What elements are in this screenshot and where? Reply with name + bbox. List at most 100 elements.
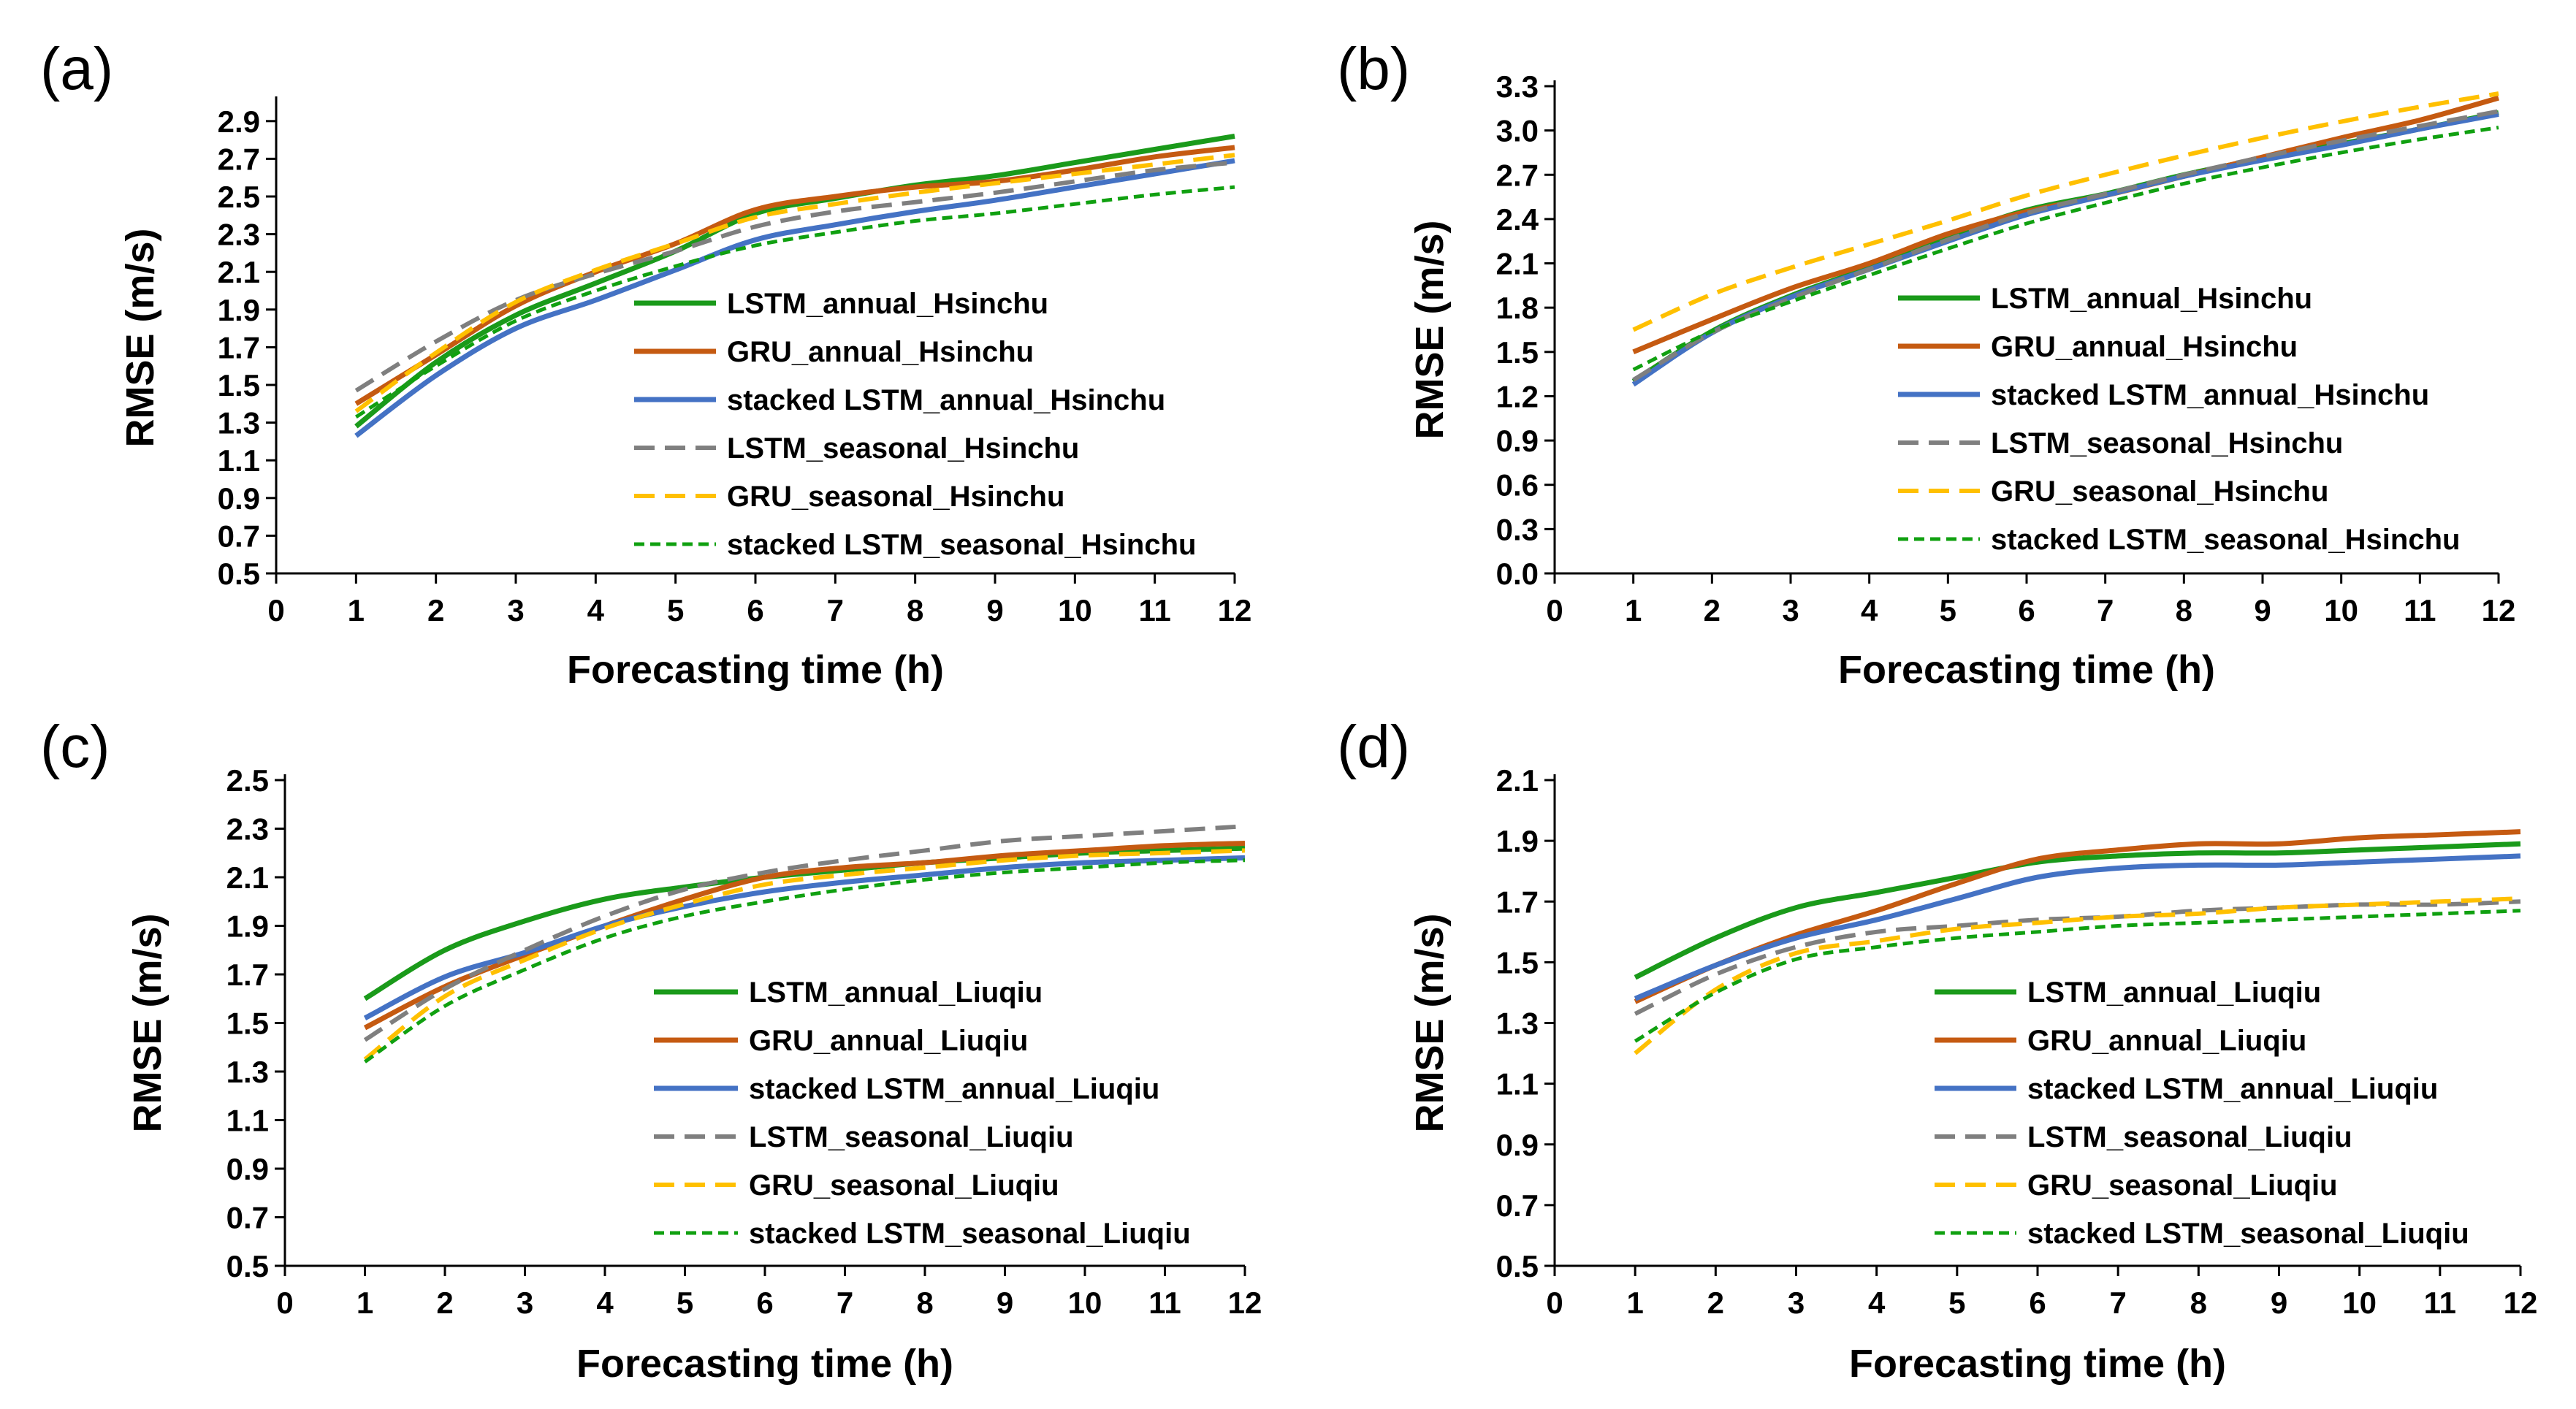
y-tick-label: 0.9 — [218, 481, 260, 516]
series-line-5 — [1634, 896, 2521, 1055]
legend-entry: stacked LSTM_seasonal_Liuqiu — [2027, 1218, 2469, 1250]
y-tick-label: 2.7 — [218, 142, 260, 176]
legend-entry: LSTM_annual_Liuqiu — [749, 977, 1043, 1009]
x-tick-label: 11 — [1148, 1286, 1181, 1320]
legend-entry: stacked LSTM_annual_Liuqiu — [749, 1073, 1159, 1105]
x-tick-label: 10 — [2324, 593, 2358, 627]
panel-label: (b) — [1337, 36, 1410, 102]
y-tick-label: 3.0 — [1496, 114, 1539, 148]
x-axis-title: Forecasting time (h) — [1849, 1342, 2226, 1386]
y-tick-label: 0.7 — [218, 519, 260, 553]
x-tick-label: 11 — [2424, 1286, 2456, 1320]
legend-entry: GRU_annual_Hsinchu — [1991, 331, 2298, 363]
y-tick-label: 1.7 — [1496, 885, 1539, 919]
legend-entry: GRU_annual_Liuqiu — [2027, 1025, 2306, 1057]
x-tick-label: 10 — [2342, 1286, 2377, 1320]
legend-entry: LSTM_seasonal_Hsinchu — [1991, 427, 2343, 459]
x-axis-title: Forecasting time (h) — [1838, 648, 2215, 692]
x-tick-label: 2 — [1704, 593, 1720, 627]
y-tick-label: 1.7 — [226, 958, 269, 992]
y-tick-label: 1.5 — [1496, 335, 1539, 370]
x-tick-label: 9 — [2254, 593, 2271, 627]
x-tick-label: 0 — [267, 593, 284, 627]
y-tick-label: 0.5 — [1496, 1249, 1539, 1283]
legend-entry: GRU_seasonal_Hsinchu — [1991, 476, 2328, 508]
y-tick-label: 2.3 — [226, 812, 269, 847]
y-tick-label: 1.5 — [1496, 945, 1539, 980]
series-line-1 — [354, 133, 1235, 429]
y-tick-label: 1.9 — [218, 293, 260, 327]
x-tick-label: 12 — [1218, 593, 1252, 627]
x-tick-label: 12 — [2482, 593, 2516, 627]
x-tick-label: 0 — [276, 1286, 293, 1320]
series-line-3 — [1634, 853, 2521, 1001]
series-line-6 — [1634, 909, 2521, 1043]
series-line-4 — [354, 160, 1235, 393]
x-tick-label: 7 — [837, 1286, 853, 1320]
x-tick-label: 8 — [2190, 1286, 2207, 1320]
y-tick-label: 0.7 — [226, 1201, 269, 1235]
series-line-5 — [363, 848, 1246, 1061]
x-tick-label: 11 — [2404, 593, 2436, 627]
y-tick-label: 2.1 — [218, 255, 260, 289]
series-line-2 — [363, 840, 1246, 1031]
y-tick-label: 0.5 — [218, 557, 260, 591]
x-tick-label: 4 — [596, 1286, 614, 1320]
legend-entry: LSTM_seasonal_Liuqiu — [749, 1121, 1074, 1153]
x-tick-label: 1 — [1625, 593, 1642, 627]
x-tick-label: 3 — [1782, 593, 1799, 627]
x-tick-label: 0 — [1546, 1286, 1563, 1320]
x-tick-label: 8 — [2176, 593, 2192, 627]
x-tick-label: 8 — [916, 1286, 933, 1320]
x-tick-label: 7 — [2109, 1286, 2126, 1320]
legend-entry: stacked LSTM_annual_Hsinchu — [727, 384, 1165, 416]
legend-entry: stacked LSTM_seasonal_Liuqiu — [749, 1218, 1191, 1250]
series-line-5 — [1632, 91, 2499, 332]
x-tick-label: 2 — [436, 1286, 453, 1320]
x-tick-label: 6 — [747, 593, 763, 627]
y-axis-title: RMSE (m/s) — [126, 913, 169, 1132]
y-tick-label: 1.3 — [226, 1055, 269, 1089]
series-line-4 — [363, 824, 1246, 1042]
legend: LSTM_annual_Hsinchu GRU_annual_Hsinchusta… — [1898, 283, 2460, 556]
x-tick-label: 2 — [1707, 1286, 1724, 1320]
legend: LSTM_annual_Hsinchu GRU_annual_Hsinchusta… — [634, 288, 1196, 561]
series-line-6 — [354, 185, 1235, 419]
legend-entry: LSTM_annual_Liuqiu — [2027, 977, 2321, 1009]
panel-label: (c) — [40, 714, 110, 780]
x-tick-label: 9 — [986, 593, 1003, 627]
y-tick-label: 3.3 — [1496, 69, 1539, 104]
x-tick-label: 1 — [348, 593, 365, 627]
x-tick-label: 5 — [667, 593, 684, 627]
y-tick-label: 1.9 — [226, 909, 269, 944]
y-tick-label: 1.3 — [218, 406, 260, 440]
legend-entry: stacked LSTM_annual_Hsinchu — [1991, 379, 2429, 411]
legend-entry: GRU_annual_Hsinchu — [727, 336, 1034, 368]
y-tick-label: 0.5 — [226, 1249, 269, 1283]
legend-entry: LSTM_annual_Hsinchu — [1991, 283, 2312, 315]
series-line-3 — [354, 158, 1235, 438]
x-tick-label: 9 — [997, 1286, 1013, 1320]
y-tick-label: 2.5 — [218, 180, 260, 214]
y-tick-label: 2.3 — [218, 218, 260, 252]
y-axis-title: RMSE (m/s) — [1408, 220, 1452, 439]
x-tick-label: 6 — [2029, 1286, 2046, 1320]
x-tick-label: 6 — [756, 1286, 773, 1320]
x-tick-label: 3 — [517, 1286, 533, 1320]
legend-entry: LSTM_seasonal_Liuqiu — [2027, 1121, 2352, 1153]
y-tick-label: 2.7 — [1496, 158, 1539, 192]
y-tick-label: 1.3 — [1496, 1007, 1539, 1041]
x-axis-title: Forecasting time (h) — [567, 648, 944, 692]
x-tick-label: 0 — [1546, 593, 1563, 627]
legend-entry: GRU_seasonal_Liuqiu — [2027, 1169, 2338, 1202]
y-tick-label: 2.1 — [226, 860, 269, 895]
legend-entry: GRU_seasonal_Liuqiu — [749, 1169, 1059, 1202]
series-line-4 — [1632, 109, 2499, 382]
x-tick-label: 12 — [2504, 1286, 2538, 1320]
y-tick-label: 1.1 — [226, 1104, 269, 1138]
panel-label: (a) — [40, 36, 113, 102]
x-tick-label: 6 — [2018, 593, 2035, 627]
legend: LSTM_annual_Liuqiu GRU_annual_Liuqiustack… — [1935, 977, 2469, 1250]
y-tick-label: 0.6 — [1496, 468, 1539, 503]
legend-entry: GRU_annual_Liuqiu — [749, 1025, 1028, 1057]
